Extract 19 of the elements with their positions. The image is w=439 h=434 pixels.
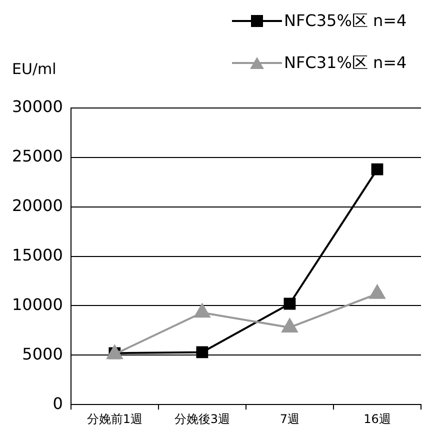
legend-label: NFC35%区 n=4	[284, 10, 407, 32]
y-tick-label: 25000	[12, 146, 63, 166]
legend-label: NFC31%区 n=4	[284, 52, 407, 74]
y-tick-label: 20000	[12, 196, 63, 216]
y-axis-title: EU/ml	[12, 60, 56, 78]
point	[282, 318, 298, 332]
y-tick-label: 30000	[12, 97, 63, 116]
x-tick-label: 分娩前1週	[86, 412, 142, 426]
y-tick-label: 5000	[22, 344, 63, 364]
point	[371, 163, 384, 176]
point	[194, 304, 210, 318]
y-tick-label: 15000	[12, 245, 63, 264]
x-tick-label: 分娩後3週	[174, 412, 230, 426]
point	[369, 284, 386, 299]
y-tick-label: 0	[52, 394, 63, 413]
x-tick-label: 7週	[280, 412, 300, 426]
point	[284, 298, 296, 310]
y-tick-label: 10000	[12, 294, 63, 314]
x-tick-label: 16週	[364, 412, 391, 426]
